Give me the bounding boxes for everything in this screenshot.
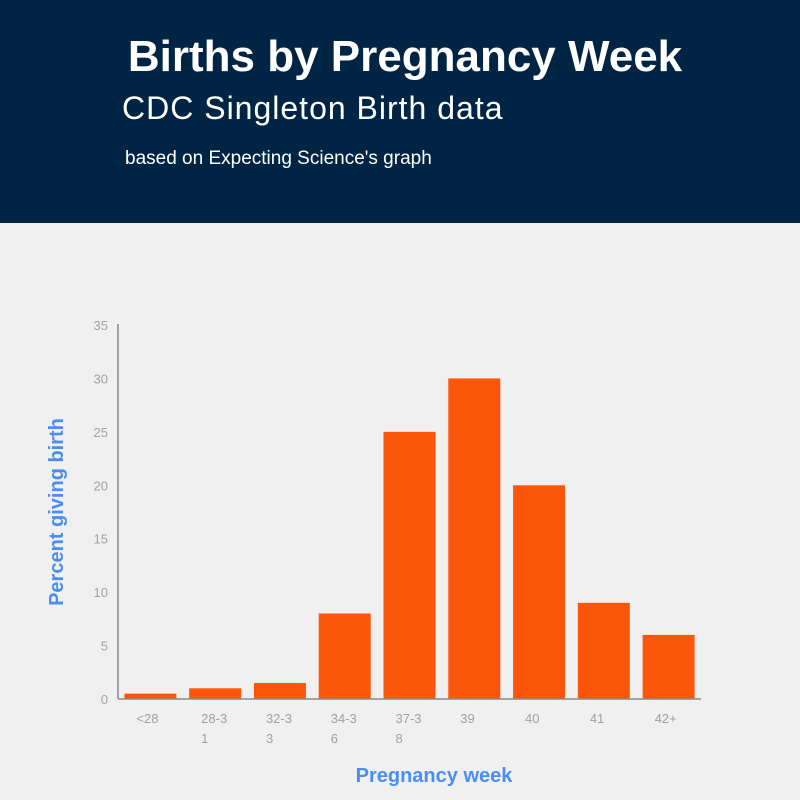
x-tick-label: 39: [460, 711, 474, 726]
bar: [448, 378, 501, 699]
y-axis-title: Percent giving birth: [46, 418, 68, 606]
y-tick-label: 15: [94, 532, 108, 547]
y-tick-label: 10: [94, 585, 108, 600]
x-tick-label: 42+: [655, 711, 677, 726]
y-tick-label: 30: [94, 371, 108, 386]
bar: [383, 431, 436, 699]
y-tick-label: 0: [101, 692, 108, 707]
x-tick-label: 32-3 3: [266, 711, 292, 746]
x-tick-label: 40: [525, 711, 539, 726]
y-tick-label: 20: [94, 478, 108, 493]
page-subtitle: CDC Singleton Birth data: [122, 90, 504, 126]
x-tick-label: 34-3 6: [331, 711, 357, 746]
y-tick-label: 5: [101, 639, 108, 654]
bar: [513, 485, 566, 699]
bar: [124, 693, 177, 699]
bar: [189, 688, 242, 699]
x-tick-label: 41: [590, 711, 604, 726]
header-banner: Births by Pregnancy Week CDC Singleton B…: [0, 0, 800, 223]
x-tick-label: <28: [136, 711, 158, 726]
bar: [318, 613, 371, 699]
bar: [253, 682, 306, 699]
bar: [642, 634, 695, 699]
x-axis-title: Pregnancy week: [356, 765, 514, 787]
y-tick-label: 25: [94, 425, 108, 440]
x-tick-label: 37-3 8: [396, 711, 422, 746]
source-note: based on Expecting Science's graph: [125, 148, 432, 169]
x-tick-label: 28-3 1: [201, 711, 227, 746]
bar: [577, 602, 630, 699]
y-tick-label: 35: [94, 318, 108, 333]
bar-chart: 0 5 10 15 20 25 30 35 <28 28-3 1 32-3 3 34-3 6 37-3 8 39…: [46, 318, 701, 787]
page-title: Births by Pregnancy Week: [127, 32, 683, 81]
